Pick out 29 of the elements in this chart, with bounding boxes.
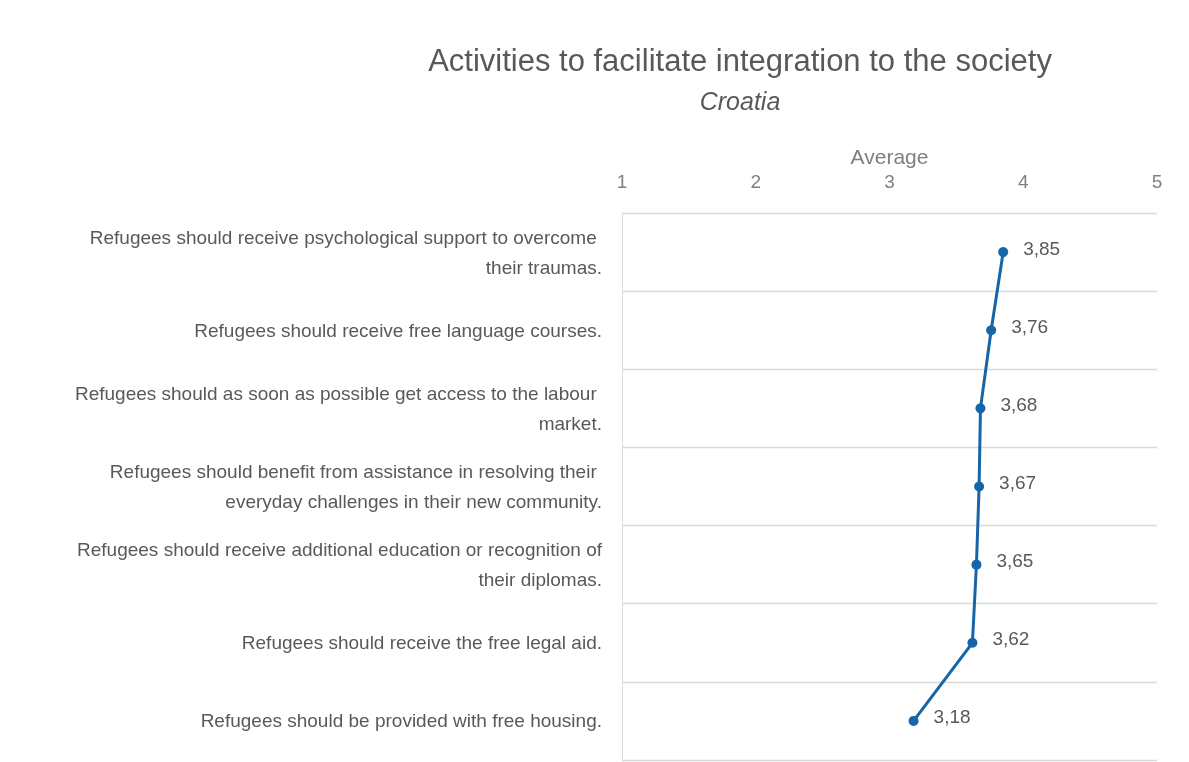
point [967,637,978,648]
x-tick-label: 4 [1017,171,1029,192]
data-label: 3,85 [1023,237,1061,259]
y-tick-label: Refugees should receive additional education or recognition of their diplomas. [77,539,603,591]
y-tick-label: Refugees should receive free language courses. [194,319,602,341]
y-tick-label: Refugees should benefit from assistance in resolving their everyday challenges in their new community. [109,461,602,512]
data-label: 3,62 [992,628,1030,650]
point [974,481,985,492]
point [998,247,1009,258]
point [986,325,997,336]
x-tick-label: 3 [884,171,895,192]
data-label: 3,76 [1011,315,1049,337]
point [971,559,982,570]
data-label: 3,67 [999,472,1037,493]
y-tick-label: Refugees should receive psychological support to overcome their traumas. [89,226,602,278]
data-label: 3,18 [933,706,971,728]
y-tick-label: Refugees should as soon as possible get access to the labour market. [74,382,602,434]
y-tick-label: Refugees should be provided with free housing. [200,710,602,732]
x-tick-label: 2 [750,171,762,192]
x-axis-title: Average [850,145,929,169]
x-tick-label: 5 [1151,171,1163,192]
chart-subtitle: Croatia [699,86,781,115]
data-label: 3,68 [1000,393,1038,415]
data-label: 3,65 [996,550,1034,572]
point [975,403,986,414]
point [908,715,919,726]
y-tick-label: Refugees should receive the free legal aid. [241,632,602,654]
chart-title: Activities to facilitate integration to the society [428,43,1053,78]
x-tick-label: 1 [616,171,628,192]
